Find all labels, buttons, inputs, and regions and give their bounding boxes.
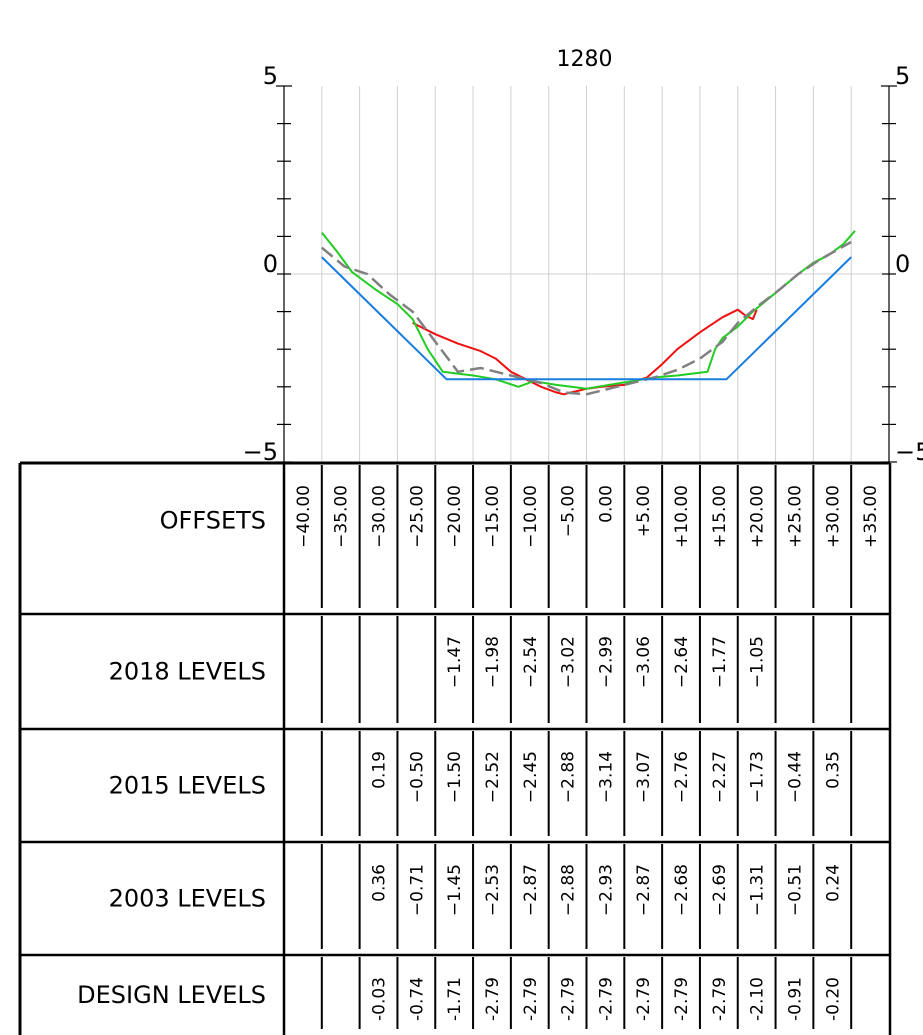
cross-section-plot: 1280 5 5 0 0 −5 −5 [243, 47, 923, 466]
level-profiles [321, 230, 856, 396]
offset-value: +15.00 [710, 485, 730, 548]
level-value: -2.10 [748, 977, 768, 1021]
level-value: −0.50 [407, 751, 427, 803]
table-row: 2018 LEVELS −1.47 −1.98 −2.54 −3.02 −2.99 −3.0… [109, 616, 853, 723]
offset-value: +10.00 [672, 485, 692, 548]
level-value: −0.71 [407, 864, 427, 916]
left-level-label: −5 [243, 438, 278, 466]
row-label: DESIGN LEVELS [77, 981, 266, 1009]
level-value: −1.77 [710, 636, 730, 688]
offset-value: −15.00 [483, 485, 503, 548]
level-value: −1.31 [748, 864, 768, 916]
profile-2015 [321, 230, 856, 390]
profile-design [321, 256, 852, 381]
offset-value: −10.00 [521, 485, 541, 548]
level-value: -2.79 [672, 977, 692, 1021]
offset-value: −25.00 [407, 485, 427, 548]
level-value: 0.19 [370, 751, 390, 789]
level-value: −1.47 [445, 636, 465, 688]
level-value: 0.35 [823, 751, 843, 789]
level-value: −2.45 [521, 751, 541, 803]
level-value: −1.73 [748, 751, 768, 803]
level-value: −1.05 [748, 636, 768, 688]
profile-2018 [412, 308, 758, 396]
level-value: -2.79 [710, 977, 730, 1021]
level-value: −1.45 [445, 864, 465, 916]
level-value: −2.69 [710, 864, 730, 916]
level-value: -1.71 [445, 977, 465, 1021]
level-value: -0.03 [370, 977, 390, 1021]
level-value: −3.06 [634, 636, 654, 688]
level-value: -0.91 [785, 977, 805, 1021]
table-row: 2003 LEVELS 0.36 −0.71 −1.45 −2.53 −2.87 −2.88… [109, 844, 853, 949]
offset-value: +5.00 [634, 485, 654, 537]
level-value: 0.24 [823, 864, 843, 902]
offset-value: −35.00 [332, 485, 352, 548]
level-value: −2.93 [596, 864, 616, 916]
offset-value: +25.00 [785, 485, 805, 548]
table-row: DESIGN LEVELS -0.03 -0.74 -1.71 -2.79 -2.79 -2… [77, 957, 853, 1029]
offset-value: −20.00 [445, 485, 465, 548]
level-value: −2.99 [596, 636, 616, 688]
level-value: 0.36 [370, 864, 390, 902]
row-label: 2015 LEVELS [109, 772, 266, 800]
row-label: OFFSETS [160, 507, 266, 535]
profile-2003 [321, 240, 852, 396]
row-label: 2018 LEVELS [109, 658, 266, 686]
level-value: −2.53 [483, 864, 503, 916]
offset-value: −5.00 [559, 485, 579, 537]
level-value: -2.79 [483, 977, 503, 1021]
level-value: -0.20 [823, 977, 843, 1021]
level-value: −3.07 [634, 751, 654, 803]
offsets-row: OFFSETS −40.00 −35.00 −30.00 −25.00 −20.00 −15… [160, 465, 881, 608]
level-value: −1.98 [483, 636, 503, 688]
offset-value: −30.00 [370, 485, 390, 548]
level-value: −2.87 [521, 864, 541, 916]
right-level-label: 5 [895, 62, 910, 90]
level-value: −2.54 [521, 636, 541, 688]
level-value: −2.52 [483, 751, 503, 803]
right-level-label: −5 [895, 438, 923, 466]
left-level-label: 5 [263, 62, 278, 90]
level-value: −2.68 [672, 864, 692, 916]
level-value: −2.27 [710, 751, 730, 803]
right-level-label: 0 [895, 250, 910, 278]
level-value: −0.51 [785, 864, 805, 916]
section-title: 1280 [557, 47, 613, 72]
offset-value: +35.00 [861, 485, 881, 548]
level-value: −3.14 [596, 751, 616, 803]
level-value: -2.79 [521, 977, 541, 1021]
left-level-axis [276, 85, 292, 463]
level-value: −2.88 [559, 864, 579, 916]
level-value: −3.02 [559, 636, 579, 688]
offset-value: +30.00 [823, 485, 843, 548]
level-value: −1.50 [445, 751, 465, 803]
offset-value: −40.00 [294, 485, 314, 548]
offset-value: +20.00 [748, 485, 768, 548]
level-value: −0.44 [785, 751, 805, 803]
levels-table: OFFSETS −40.00 −35.00 −30.00 −25.00 −20.00 −15… [18, 461, 892, 1035]
table-row: 2015 LEVELS 0.19 −0.50 −1.50 −2.52 −2.45 −2.88… [109, 731, 853, 836]
level-axis-labels: 5 5 0 0 −5 −5 [243, 62, 923, 466]
level-value: −2.88 [559, 751, 579, 803]
left-level-label: 0 [263, 250, 278, 278]
level-value: -2.79 [559, 977, 579, 1021]
row-label: 2003 LEVELS [109, 885, 266, 913]
offset-value: 0.00 [596, 485, 616, 523]
level-value: -2.79 [596, 977, 616, 1021]
level-value: −2.64 [672, 636, 692, 688]
level-value: −2.87 [634, 864, 654, 916]
level-value: -0.74 [407, 977, 427, 1021]
level-value: -2.79 [634, 977, 654, 1021]
level-value: −2.76 [672, 751, 692, 803]
